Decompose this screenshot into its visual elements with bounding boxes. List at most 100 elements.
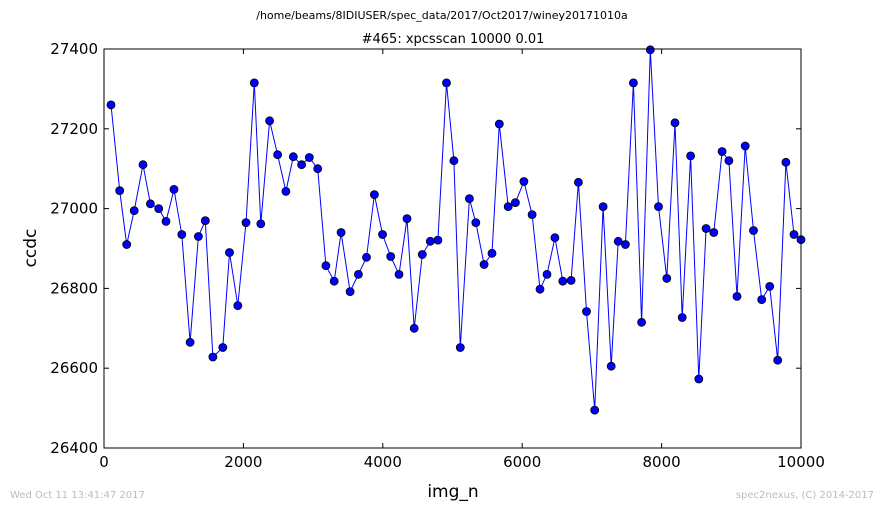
data-point: [225, 248, 234, 257]
data-point: [115, 186, 125, 196]
data-point: [449, 156, 459, 166]
data-point: [185, 337, 195, 347]
series-line: [110, 49, 802, 411]
y-axis-label: ccdc: [21, 229, 41, 268]
data-point: [701, 224, 711, 233]
data-point: [709, 228, 719, 237]
data-point: [677, 313, 687, 322]
data-point: [645, 45, 655, 55]
data-point: [732, 291, 742, 301]
data-point: [425, 236, 435, 246]
chart-title: #465: xpcsscan 10000 0.01: [362, 32, 545, 47]
data-point: [789, 230, 799, 239]
data-point: [233, 301, 243, 311]
data-point: [417, 250, 427, 259]
data-point: [353, 269, 363, 279]
data-point: [464, 194, 474, 204]
x-tick-label: 0: [99, 453, 109, 471]
data-point: [193, 232, 203, 241]
y-axis: 26400 26600 26800 27000 27200 27400: [50, 40, 801, 457]
footer-timestamp: Wed Oct 11 13:41:47 2017: [10, 490, 145, 501]
series-layer: [106, 45, 806, 415]
data-point: [558, 276, 568, 286]
data-point: [598, 202, 608, 212]
data-point: [511, 198, 520, 208]
data-point: [535, 284, 545, 294]
data-point: [362, 252, 371, 262]
data-point: [177, 230, 187, 239]
data-point: [129, 206, 139, 216]
data-point: [208, 352, 218, 362]
data-point: [670, 118, 680, 128]
data-point: [527, 210, 537, 220]
data-point: [503, 202, 513, 212]
data-point: [409, 323, 419, 333]
x-tick-label: 6000: [503, 453, 541, 471]
data-point: [304, 153, 314, 162]
y-tick-label: 26600: [50, 359, 98, 377]
y-tick-label: 26400: [50, 439, 98, 457]
data-point: [519, 177, 529, 186]
data-point: [621, 240, 630, 249]
data-point: [662, 273, 672, 283]
data-point: [773, 355, 783, 365]
data-point: [321, 261, 331, 271]
data-point: [442, 78, 451, 88]
data-point: [378, 230, 387, 239]
data-point: [717, 147, 727, 156]
x-axis: 0 2000 4000 6000 8000 10000: [99, 49, 825, 471]
data-point: [757, 295, 767, 305]
data-point: [590, 405, 600, 415]
data-point: [724, 156, 734, 166]
data-point: [122, 240, 132, 249]
data-point: [106, 100, 116, 110]
y-tick-label: 27200: [50, 120, 98, 138]
data-point: [336, 228, 346, 237]
x-tick-label: 4000: [364, 453, 402, 471]
data-point: [749, 226, 758, 235]
data-point: [471, 218, 481, 228]
data-point: [297, 160, 307, 170]
data-point: [161, 216, 171, 226]
data-point: [606, 361, 616, 371]
data-point: [169, 184, 179, 194]
data-point: [345, 287, 355, 297]
data-point: [542, 269, 552, 279]
data-point: [694, 374, 704, 384]
data-point: [313, 164, 323, 174]
data-point: [455, 343, 465, 352]
figure-suptitle: /home/beams/8IDIUSER/spec_data/2017/Oct2…: [256, 9, 628, 22]
y-tick-label: 27400: [50, 40, 98, 58]
data-point: [637, 317, 646, 327]
x-tick-label: 10000: [777, 453, 825, 471]
data-point: [273, 150, 283, 160]
x-axis-label: img_n: [427, 482, 478, 502]
data-point: [566, 275, 576, 285]
data-point: [740, 141, 750, 151]
data-point: [402, 214, 412, 224]
data-point: [494, 119, 504, 129]
data-point: [200, 216, 210, 226]
data-point: [145, 199, 155, 209]
data-point: [218, 343, 228, 352]
data-point: [241, 218, 251, 228]
data-point: [281, 186, 291, 196]
data-point: [433, 235, 443, 245]
data-point: [765, 281, 775, 291]
data-point: [288, 152, 298, 162]
data-point: [249, 78, 259, 88]
data-point: [629, 78, 638, 88]
x-tick-label: 2000: [224, 453, 262, 471]
data-point: [550, 233, 560, 243]
data-point: [256, 219, 266, 229]
data-point: [686, 151, 695, 161]
x-tick-label: 8000: [643, 453, 681, 471]
data-point: [479, 260, 489, 269]
data-point: [154, 204, 164, 214]
plot-area: [104, 49, 801, 448]
data-point: [386, 252, 396, 261]
data-point: [329, 276, 339, 286]
plot-frame: [103, 48, 802, 449]
data-point: [487, 248, 497, 258]
